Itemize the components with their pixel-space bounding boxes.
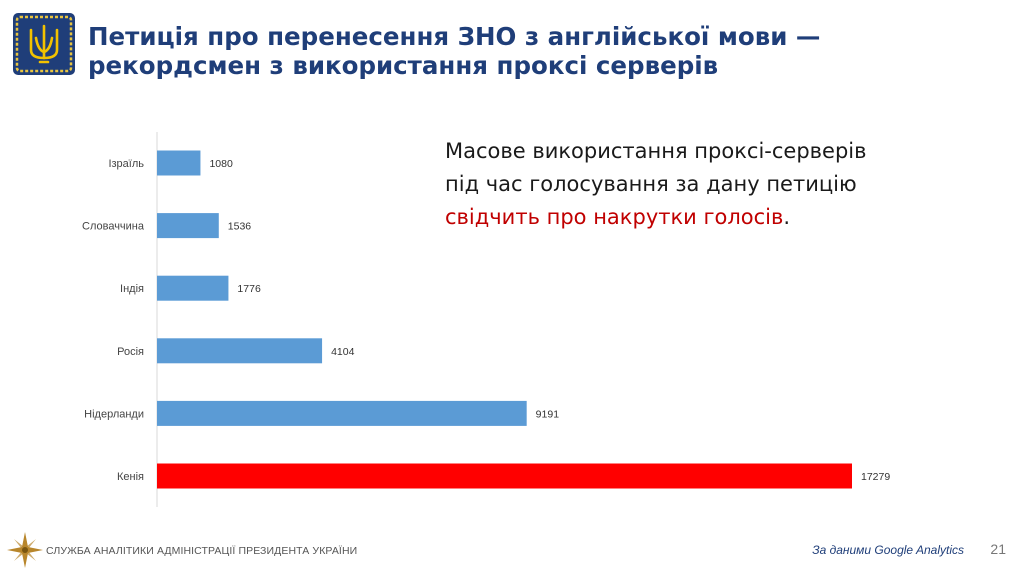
category-label: Словаччина	[82, 221, 145, 233]
callout-line-1: Масове використання проксі-серверів	[445, 139, 867, 163]
page-title: Петиція про перенесення ЗНО з англійсько…	[88, 22, 988, 80]
data-label: 1776	[237, 283, 261, 295]
title-line-2: рекордсмен з використання проксі сервері…	[88, 51, 719, 80]
source-note: За даними Google Analytics	[812, 543, 964, 557]
callout-highlight: свідчить про накрутки голосів	[445, 205, 784, 229]
category-label: Ізраїль	[108, 158, 144, 170]
data-label: 1080	[209, 158, 233, 170]
category-label: Нідерланди	[84, 408, 144, 420]
compass-star-icon	[7, 532, 43, 568]
trident-emblem-icon	[13, 13, 75, 75]
bar	[157, 338, 323, 364]
data-label: 1536	[228, 221, 252, 233]
footer-organization: СЛУЖБА АНАЛІТИКИ АДМІНІСТРАЦІЇ ПРЕЗИДЕНТ…	[46, 545, 358, 557]
data-label: 9191	[536, 408, 560, 420]
bar	[157, 400, 527, 426]
category-label: Індія	[120, 283, 144, 295]
category-label: Росія	[117, 346, 144, 358]
category-label: Кенія	[117, 471, 144, 483]
data-label: 17279	[861, 471, 890, 483]
bar	[157, 275, 229, 301]
data-label: 4104	[331, 346, 355, 358]
bar	[157, 150, 201, 176]
callout-line-2: під час голосування за дану петицію	[445, 172, 857, 196]
bar	[157, 213, 219, 239]
callout-line-3: свідчить про накрутки голосів.	[445, 201, 985, 234]
title-line-1: Петиція про перенесення ЗНО з англійсько…	[88, 22, 821, 51]
callout-text: Масове використання проксі-серверів під …	[445, 135, 985, 234]
callout-end: .	[783, 205, 791, 229]
bar-highlight	[157, 463, 852, 489]
page-number: 21	[990, 541, 1006, 557]
